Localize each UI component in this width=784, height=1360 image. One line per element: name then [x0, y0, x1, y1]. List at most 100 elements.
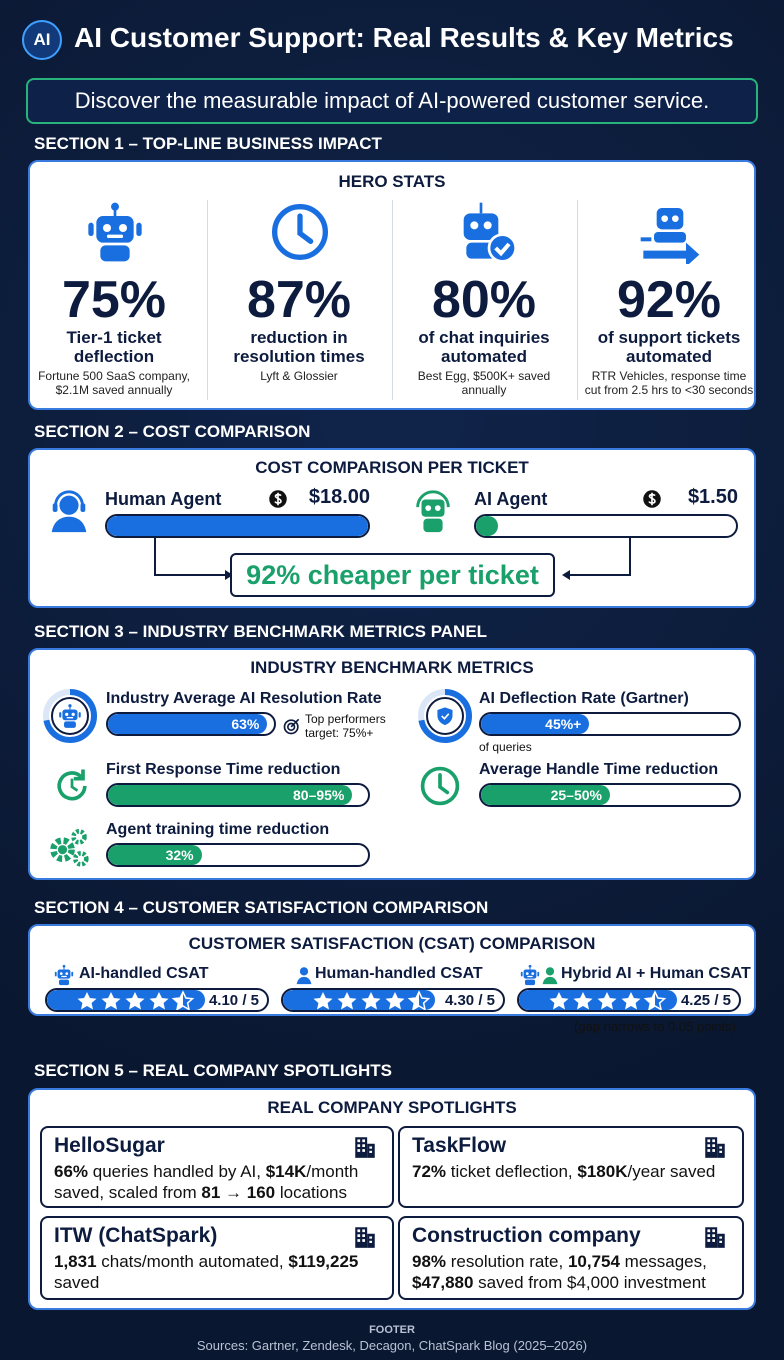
hero-label: Tier-1 ticket deflection: [66, 328, 162, 366]
icon-shape: [77, 990, 195, 1010]
icon-shape: [542, 967, 558, 985]
icon-shape: [57, 969, 71, 979]
icon-shape: [527, 975, 533, 978]
icon-shape: [549, 990, 667, 1010]
ring-icon: [417, 688, 473, 744]
title: AI Customer Support: Real Results & Key …: [74, 22, 734, 53]
metric-bar: 80–95%: [106, 783, 370, 807]
metric-name: AI Deflection Rate (Gartner): [479, 690, 689, 707]
icon-shape: [643, 242, 700, 264]
icon-shape: [707, 1149, 711, 1152]
icon-shape: [357, 1229, 373, 1243]
icon: [46, 824, 90, 868]
icon-shape: [705, 1137, 718, 1158]
icon-shape: [357, 1234, 361, 1237]
company-name: TaskFlow: [412, 1134, 507, 1157]
icon-shape: [712, 1149, 715, 1152]
icon-shape: [712, 1234, 715, 1237]
icon-shape: [296, 976, 312, 985]
icon-shape: [43, 689, 97, 743]
icon: [642, 489, 662, 509]
metric-name: Average Handle Time reduction: [479, 761, 719, 778]
icon-shape: [420, 766, 460, 806]
icon-shape: [640, 237, 652, 242]
cost-value: $1.50: [687, 486, 738, 508]
body-highlight: 81 → 160: [201, 1183, 276, 1202]
csat-bar: 4.25 / 5: [517, 988, 741, 1012]
icon-shape: [57, 771, 87, 801]
icon: [410, 488, 456, 534]
icon-shape: [524, 979, 536, 986]
icon-shape: [355, 1227, 375, 1248]
icon: [53, 964, 75, 986]
metric-value: 45%+: [545, 716, 582, 732]
cost: $18.00: [260, 486, 370, 512]
subtitle: Discover the measurable impact of AI-pow…: [74, 88, 710, 113]
icon-shape: [549, 992, 569, 1010]
icon: [539, 964, 561, 986]
cost-fill: [476, 516, 498, 536]
icon-shape: [287, 722, 296, 731]
icon: [50, 764, 94, 808]
metric-name: First Response Time reduction: [106, 761, 341, 778]
icon-shape: [125, 992, 145, 1010]
icon-shape: [385, 992, 405, 1010]
icon-shape: [362, 1139, 365, 1143]
icon-shape: [719, 1146, 723, 1149]
icon-shape: [78, 712, 81, 718]
icon-shape: [357, 1149, 361, 1152]
icon-shape: [654, 232, 686, 243]
body-text: resolution rate,: [446, 1252, 568, 1271]
body-highlight: $14K: [265, 1162, 307, 1181]
hero-value: 80%: [431, 271, 537, 329]
icon-shape: [71, 712, 75, 716]
body-text: /month saved, scaled from: [54, 1162, 359, 1202]
arrows: [140, 535, 660, 585]
body-highlight: $119,225: [288, 1252, 359, 1271]
icon-shape: [423, 518, 443, 533]
icon-shape: [418, 689, 472, 743]
body-highlight: 66%: [54, 1162, 89, 1181]
csat-score: 4.30 / 5: [444, 992, 495, 1009]
icon-shape: [545, 967, 555, 976]
icon-shape: [707, 1139, 711, 1143]
icon-shape: [707, 1234, 711, 1237]
metric-bar: 25–50%: [479, 783, 741, 807]
cost-bar: [474, 514, 738, 538]
icon: [702, 1224, 728, 1250]
card-title: HERO STATS: [338, 172, 446, 191]
company-body: 1,831 chats/month automated, $119,225 sa…: [54, 1251, 386, 1295]
icon-shape: [362, 1144, 365, 1147]
agent-name: AI Agent: [474, 489, 548, 509]
icon-shape: [570, 538, 631, 576]
icon-shape: [136, 222, 142, 236]
icon-shape: [313, 992, 333, 1010]
icon: [293, 964, 315, 986]
icon-shape: [297, 213, 314, 244]
icon-shape: [523, 969, 537, 979]
hero-label: of support tickets automated: [597, 328, 741, 366]
icon-shape: [707, 1144, 711, 1147]
cost-value: $18.00: [308, 486, 370, 508]
icon: [268, 200, 332, 264]
company-card: Construction company 98% resolution rate,…: [398, 1216, 744, 1300]
icon-shape: [59, 972, 63, 975]
metric-note: Top performers target: 75%+: [305, 712, 386, 740]
body-text: queries handled by AI,: [88, 1162, 266, 1181]
company-body: 72% ticket deflection, $180K/year saved: [412, 1161, 736, 1205]
section-label: SECTION 2 – COST COMPARISON: [34, 422, 311, 441]
icon-shape: [296, 967, 312, 985]
icon: [638, 200, 702, 264]
icon-shape: [705, 1227, 718, 1248]
stars: [283, 990, 433, 1010]
metric-fill: 25–50%: [481, 785, 610, 805]
icon-shape: [68, 704, 72, 708]
body-highlight: $47,880: [412, 1273, 474, 1292]
icon-shape: [441, 713, 450, 720]
icon-shape: [154, 538, 631, 580]
icon-shape: [712, 1144, 715, 1147]
icon-shape: [70, 778, 79, 792]
body-text: locations: [275, 1183, 347, 1202]
metric-value: 32%: [165, 847, 194, 863]
